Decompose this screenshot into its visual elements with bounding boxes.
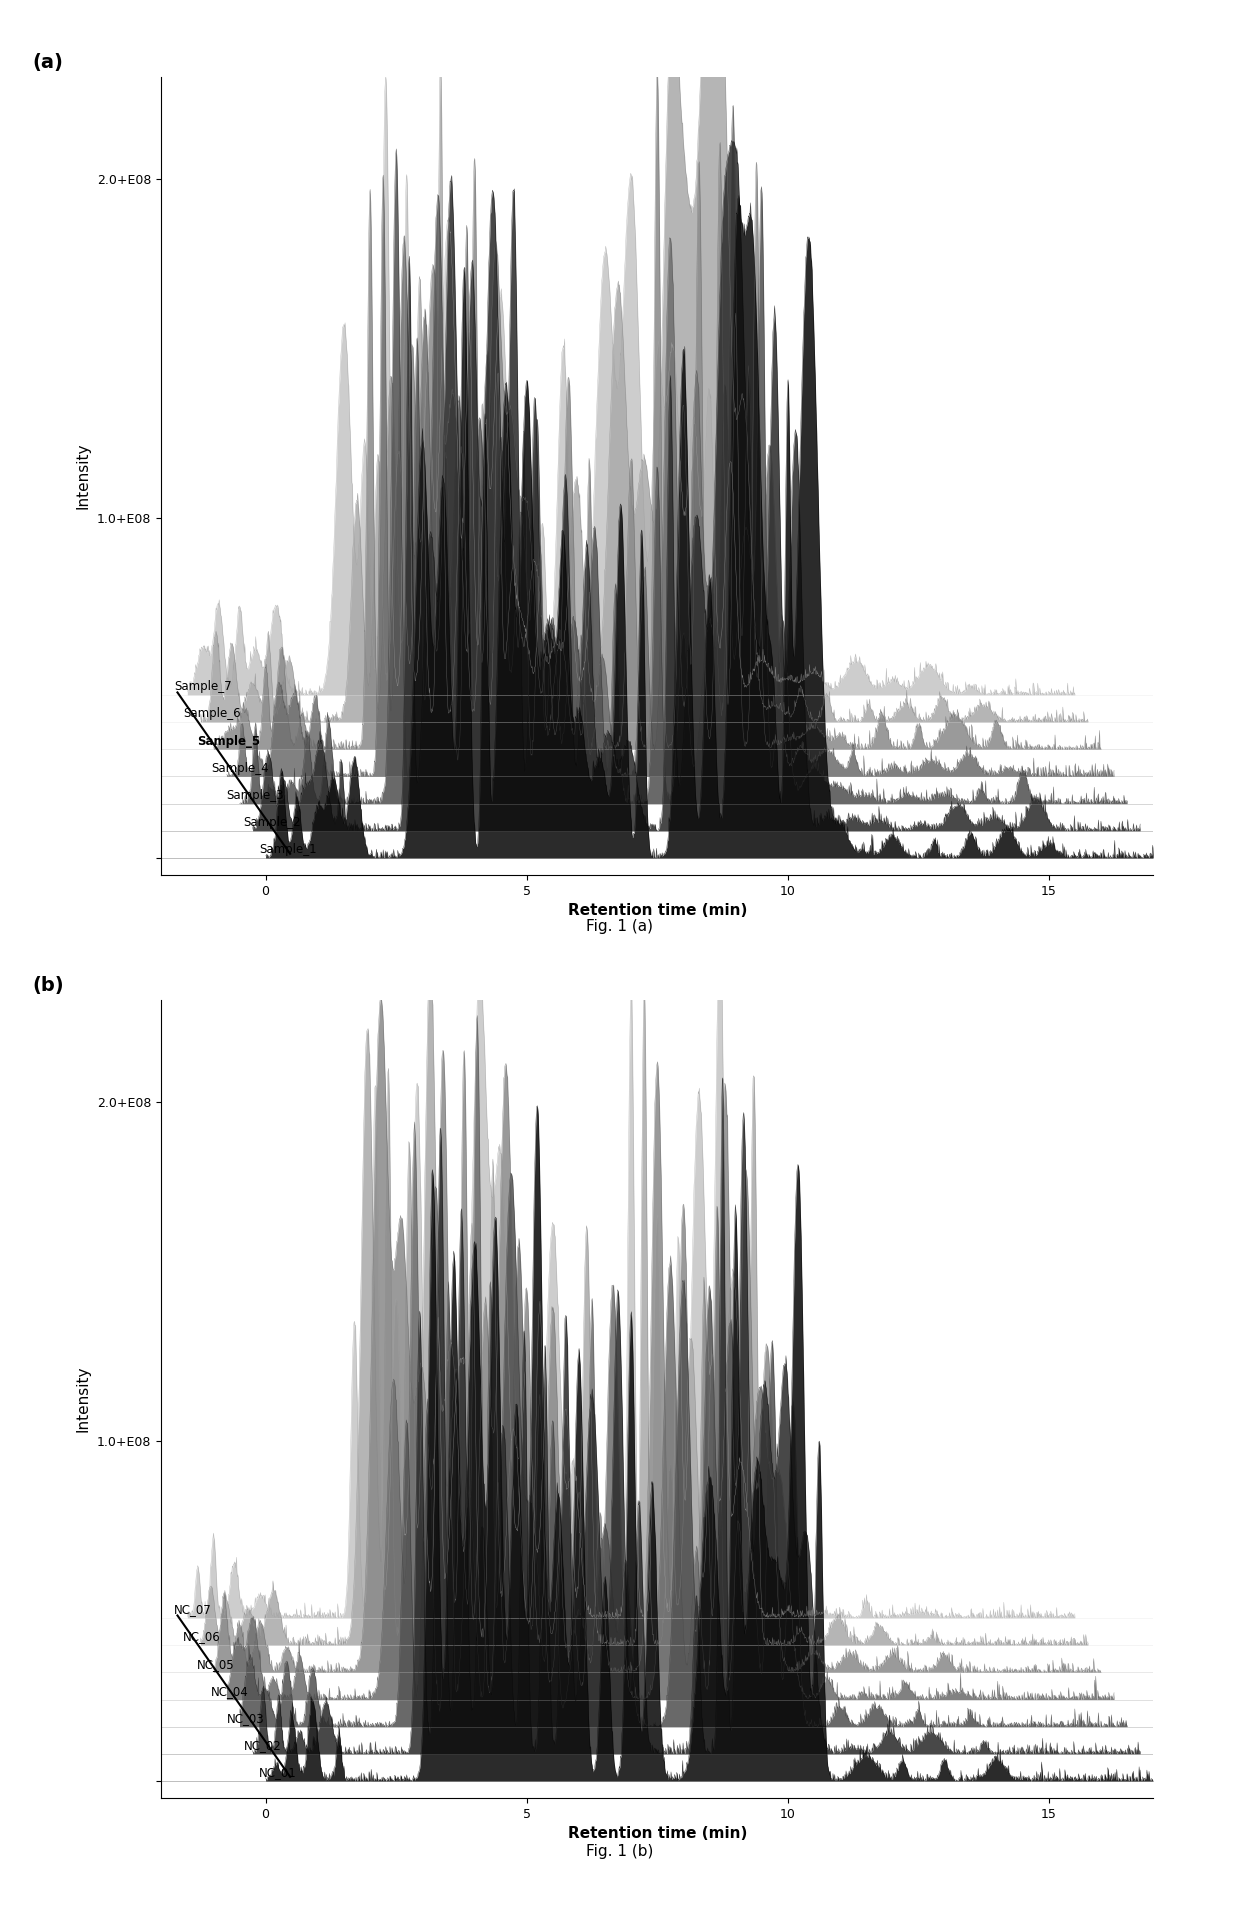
Text: NC_02: NC_02 (244, 1738, 281, 1752)
Text: Fig. 1 (b): Fig. 1 (b) (587, 1844, 653, 1860)
Text: Sample_5: Sample_5 (197, 735, 260, 748)
Text: (a): (a) (32, 54, 63, 71)
Text: Sample_7: Sample_7 (175, 681, 232, 694)
Y-axis label: Intensity: Intensity (76, 442, 91, 510)
Text: NC_04: NC_04 (211, 1685, 248, 1698)
Text: Sample_1: Sample_1 (259, 844, 317, 856)
Text: Fig. 1 (a): Fig. 1 (a) (587, 919, 653, 935)
Text: NC_03: NC_03 (227, 1711, 264, 1725)
Y-axis label: Intensity: Intensity (76, 1365, 91, 1433)
Text: Sample_6: Sample_6 (184, 708, 241, 721)
Text: Sample_4: Sample_4 (211, 762, 268, 775)
Text: NC_06: NC_06 (184, 1631, 221, 1644)
Text: Sample_3: Sample_3 (227, 788, 284, 802)
Text: NC_07: NC_07 (175, 1604, 212, 1617)
X-axis label: Retention time (min): Retention time (min) (568, 904, 746, 919)
Text: NC_05: NC_05 (197, 1658, 234, 1671)
Text: (b): (b) (32, 977, 64, 994)
Text: Sample_2: Sample_2 (244, 815, 301, 829)
X-axis label: Retention time (min): Retention time (min) (568, 1827, 746, 1842)
Text: NC_01: NC_01 (259, 1767, 298, 1779)
